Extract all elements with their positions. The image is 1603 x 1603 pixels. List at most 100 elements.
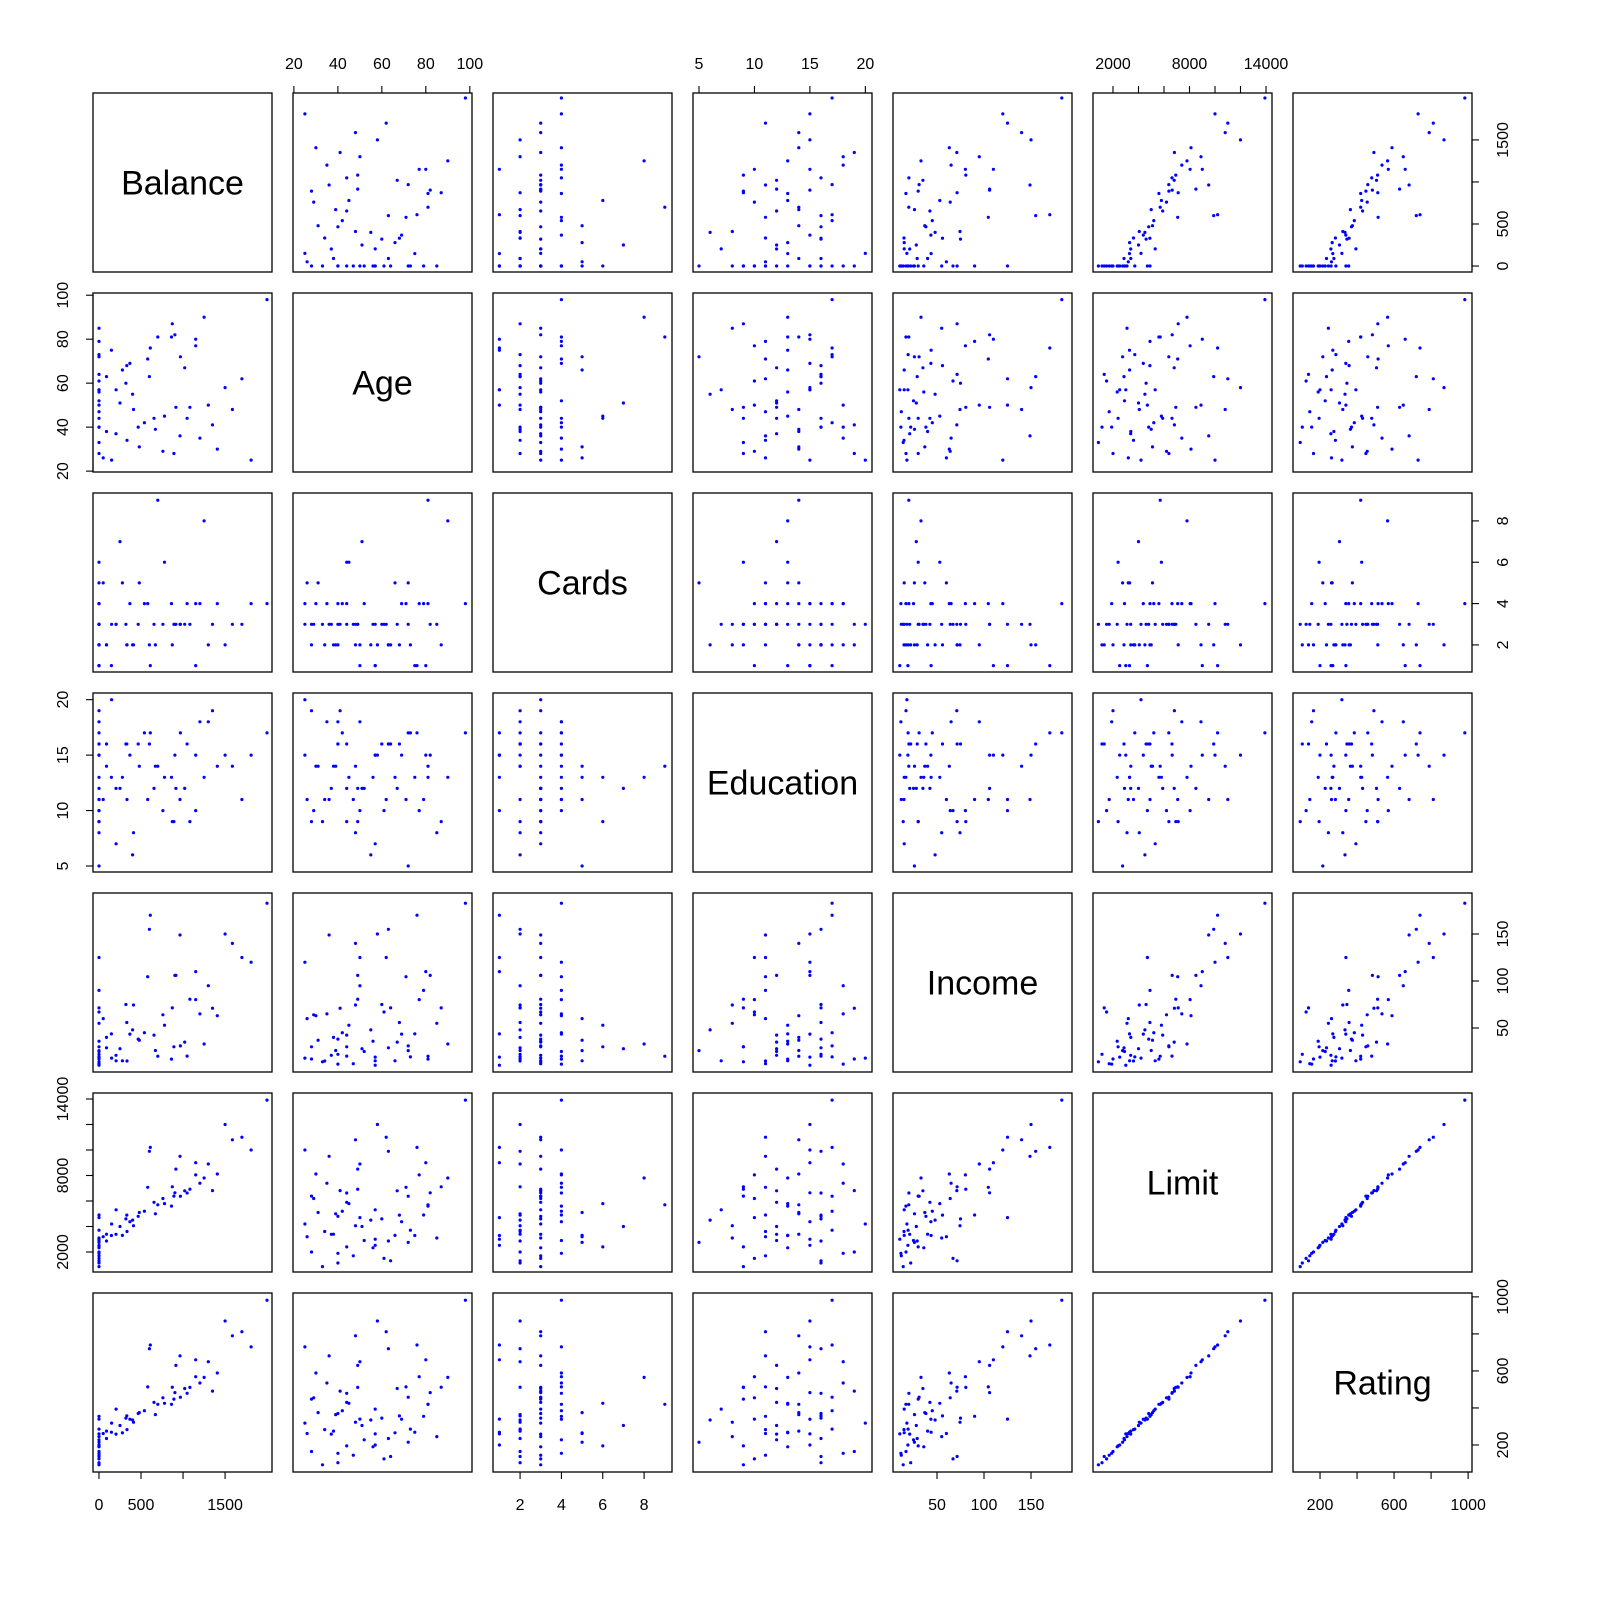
data-point (1298, 622, 1302, 626)
data-point (1349, 742, 1354, 746)
data-point (763, 933, 768, 937)
data-point (1136, 1423, 1141, 1428)
data-point (830, 346, 834, 350)
data-point (741, 1187, 746, 1191)
data-point (539, 1389, 543, 1393)
data-point (763, 1062, 768, 1066)
data-point (1152, 1031, 1156, 1035)
data-point (580, 456, 584, 460)
data-point (518, 927, 522, 931)
data-point (763, 410, 768, 414)
data-point (741, 1385, 746, 1389)
data-point (185, 1191, 189, 1195)
data-point (120, 1059, 124, 1063)
data-point (1118, 388, 1122, 392)
data-point (137, 445, 141, 449)
data-point (1372, 150, 1376, 155)
data-point (169, 335, 174, 339)
data-point (1129, 1429, 1133, 1433)
data-point (382, 622, 386, 626)
data-point (316, 224, 320, 228)
panel-balance-vs-rating (1292, 92, 1473, 273)
data-point (373, 1407, 377, 1411)
data-point (786, 1042, 790, 1046)
data-point (97, 864, 101, 868)
data-point (977, 1360, 981, 1364)
data-point (329, 1053, 333, 1057)
data-point (1398, 187, 1402, 191)
data-point (161, 1196, 165, 1201)
data-point (580, 260, 584, 264)
data-point (1414, 1149, 1418, 1153)
data-point (1323, 1238, 1327, 1243)
data-point (539, 997, 543, 1001)
data-point (1380, 602, 1384, 606)
data-point (400, 233, 404, 237)
data-point (463, 1298, 467, 1302)
data-point (580, 1440, 584, 1444)
data-point (988, 786, 992, 791)
data-point (1144, 1002, 1148, 1007)
data-point (1326, 264, 1330, 268)
data-point (1029, 753, 1033, 757)
data-point (929, 1233, 933, 1238)
data-point (518, 386, 522, 390)
panel-cards-vs-income (892, 492, 1073, 673)
data-point (1223, 764, 1227, 768)
data-point (323, 797, 327, 802)
x-tick-label-limit: 8000 (1172, 56, 1208, 73)
data-point (1398, 786, 1402, 791)
data-point (539, 842, 543, 846)
data-point (1149, 643, 1153, 647)
data-point (1107, 797, 1111, 802)
data-point (938, 1401, 942, 1405)
data-point (1129, 247, 1133, 251)
data-point (413, 252, 417, 256)
data-point (1298, 264, 1302, 268)
data-point (1174, 405, 1178, 409)
data-point (947, 1172, 951, 1176)
data-point (539, 1194, 543, 1198)
data-point (905, 251, 909, 255)
data-point (152, 622, 156, 626)
data-point (518, 764, 522, 768)
data-point (928, 1200, 932, 1204)
data-point (916, 189, 920, 193)
data-point (1131, 236, 1136, 240)
data-point (345, 1054, 349, 1058)
data-point (1298, 1265, 1302, 1269)
data-point (369, 643, 373, 647)
data-point (1401, 984, 1405, 988)
data-point (1110, 602, 1114, 606)
data-point (580, 1411, 584, 1415)
data-point (97, 1449, 101, 1454)
data-point (1034, 1347, 1038, 1351)
data-point (797, 208, 801, 212)
data-point (101, 581, 105, 585)
data-point (991, 664, 996, 668)
data-point (125, 1059, 129, 1063)
data-point (386, 643, 390, 647)
data-point (230, 764, 234, 768)
data-point (1344, 955, 1348, 960)
data-point (309, 1057, 314, 1061)
data-point (1414, 742, 1418, 746)
data-point (775, 1423, 779, 1428)
data-point (124, 1217, 128, 1221)
data-point (358, 1162, 362, 1166)
data-point (539, 1196, 543, 1201)
data-point (97, 425, 101, 429)
data-point (1129, 429, 1133, 434)
data-point (230, 941, 234, 946)
data-point (919, 315, 923, 319)
data-point (1304, 809, 1308, 813)
data-point (356, 820, 360, 824)
data-point (1185, 519, 1189, 523)
x-tick-label-limit: 14000 (1244, 56, 1289, 73)
data-point (539, 820, 543, 824)
data-point (580, 864, 584, 868)
data-point (797, 335, 801, 339)
data-point (1263, 298, 1267, 302)
data-point (1376, 173, 1380, 177)
data-point (1403, 167, 1407, 171)
